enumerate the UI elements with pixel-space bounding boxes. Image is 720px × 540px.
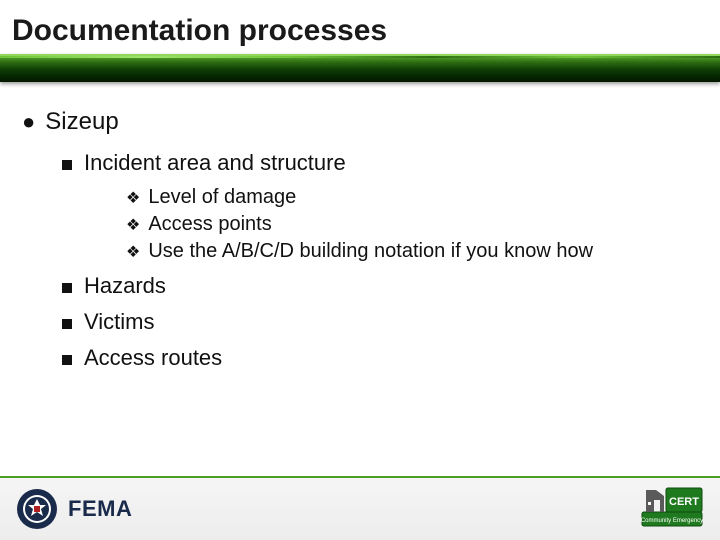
svg-text:CERT: CERT [669,496,699,508]
fema-logo-text: FEMA [68,496,132,522]
dhs-seal-icon [16,488,58,530]
bullet-text: Access points [148,213,271,236]
bullet-text: Sizeup [45,108,118,136]
bullet-level2: Hazards [62,273,698,299]
diamond-bullet-icon: ❖ [126,242,140,262]
square-bullet-icon [62,160,72,170]
level3-group: ❖ Level of damage ❖ Access points ❖ Use … [126,186,698,263]
bullet-text: Victims [84,309,155,335]
bullet-text: Use the A/B/C/D building notation if you… [148,240,593,263]
footer: FEMA CERT Community Emergency [0,476,720,540]
square-bullet-icon [62,319,72,329]
svg-text:Community Emergency: Community Emergency [641,518,703,524]
bullet-level2: Incident area and structure [62,150,698,176]
diamond-bullet-icon: ❖ [126,215,140,235]
disc-bullet-icon: ● [22,111,35,133]
bullet-text: Hazards [84,273,166,299]
bullet-text: Access routes [84,345,222,371]
square-bullet-icon [62,283,72,293]
level2-group: Incident area and structure ❖ Level of d… [62,150,698,371]
bullet-level3: ❖ Access points [126,213,698,236]
footer-left: FEMA [16,488,132,530]
diamond-bullet-icon: ❖ [126,188,140,208]
bullet-level3: ❖ Use the A/B/C/D building notation if y… [126,240,698,263]
bullet-level3: ❖ Level of damage [126,186,698,209]
bullet-level2: Access routes [62,345,698,371]
slide-title: Documentation processes [12,14,708,48]
bullet-text: Level of damage [148,186,296,209]
bullet-level2: Victims [62,309,698,335]
bullet-text: Incident area and structure [84,150,346,176]
slide-body: ● Sizeup Incident area and structure ❖ L… [0,72,720,371]
title-region: Documentation processes [0,0,720,72]
cert-logo-icon: CERT Community Emergency [640,486,704,532]
bullet-level1: ● Sizeup [22,108,698,136]
square-bullet-icon [62,355,72,365]
decorative-band [0,54,720,82]
